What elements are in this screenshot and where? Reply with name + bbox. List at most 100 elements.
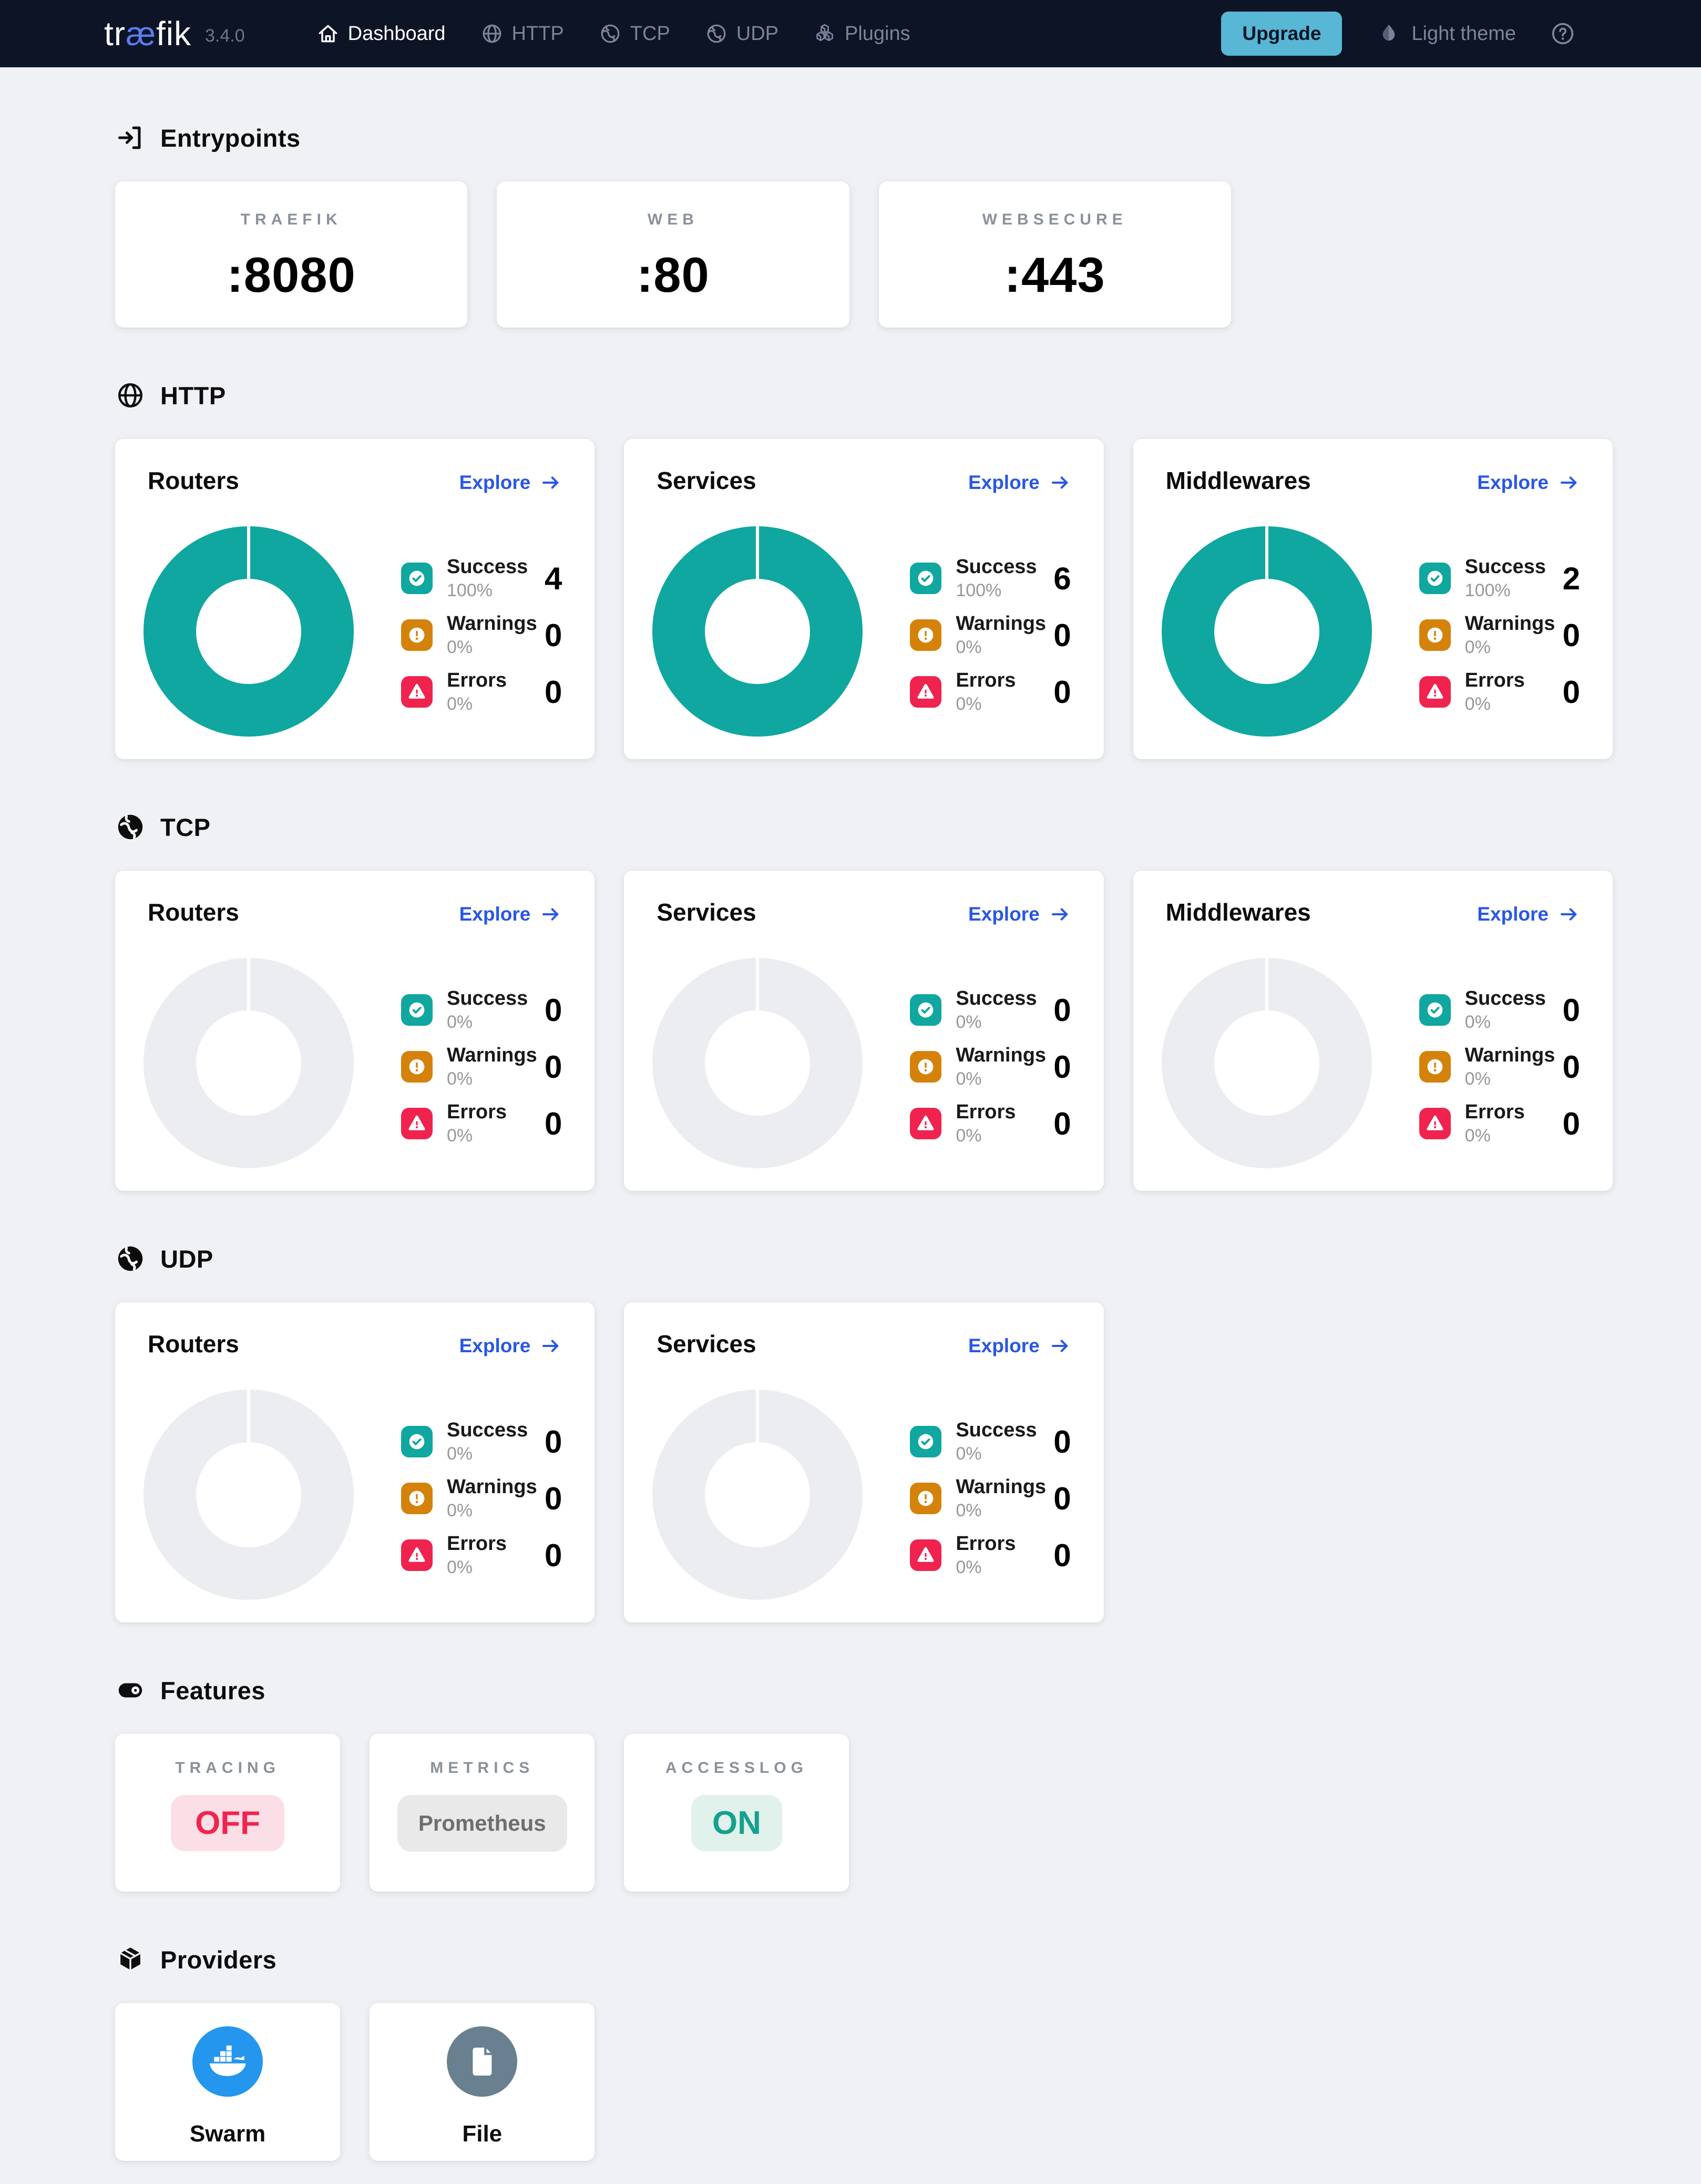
arrow-right-icon [1049,903,1071,925]
stat-warnings: Warnings 0% 0 [401,613,562,658]
warning-icon [401,1483,433,1514]
entrypoint-card-traefik: TRAEFIK :8080 [115,181,468,328]
warning-icon [910,1051,942,1083]
proxy-icon [115,1243,146,1274]
card-title: Middlewares [1165,467,1311,494]
help-button[interactable] [1550,21,1576,47]
status-donut-chart [144,526,354,737]
explore-link[interactable]: Explore [1477,472,1580,494]
udp-heading: UDP [115,1243,1613,1274]
arrow-right-icon [1558,472,1580,494]
success-icon [1419,563,1451,594]
error-icon [1419,1108,1451,1139]
nav-item-tcp[interactable]: TCP [599,22,670,45]
explore-link[interactable]: Explore [459,1335,562,1357]
error-icon [910,676,942,708]
success-icon [910,1426,942,1457]
status-donut-chart [652,1390,863,1600]
card-title: Services [657,467,756,494]
tcp-middlewares-card: Middlewares Explore Success 0% 0 Warning [1133,871,1613,1191]
explore-link[interactable]: Explore [968,472,1071,494]
stat-value: 6 [1053,560,1071,596]
globe-icon [480,22,504,45]
nav-item-http[interactable]: HTTP [480,22,564,45]
stat-value: 0 [1053,1106,1071,1141]
warning-icon [1419,619,1451,651]
stat-warnings: Warnings 0% 0 [910,1476,1071,1521]
warning-icon [910,619,942,651]
section-title: UDP [160,1244,213,1273]
stat-success: Success 100% 6 [910,556,1071,601]
section-title: Features [160,1676,265,1705]
section-features: Features TRACING OFF METRICS Prometheus … [115,1675,1613,1892]
stat-value: 0 [1562,992,1580,1028]
stat-errors: Errors 0% 0 [910,1101,1071,1146]
stat-value: 0 [1562,674,1580,710]
proxy-icon [705,22,728,45]
nav-item-label: UDP [736,22,778,45]
feature-status-badge: Prometheus [397,1795,567,1852]
provider-card-file: File [370,2003,595,2161]
explore-link[interactable]: Explore [459,903,562,925]
success-icon [401,563,433,594]
error-icon [401,676,433,708]
plugins-icon [813,22,836,45]
warning-icon [910,1483,942,1514]
feature-name: ACCESSLOG [665,1759,808,1777]
stat-value: 0 [544,1537,562,1573]
upgrade-button[interactable]: Upgrade [1221,12,1343,56]
version-label: 3.4.0 [205,25,245,46]
nav-item-label: Plugins [844,22,910,45]
status-donut-chart [144,958,354,1168]
section-title: Providers [160,1945,277,1974]
entrypoint-card-websecure: WEBSECURE :443 [878,181,1231,328]
features-heading: Features [115,1675,1613,1706]
stat-value: 0 [1562,1106,1580,1141]
stat-value: 0 [544,1106,562,1141]
traefik-logo[interactable]: træfik [104,14,191,53]
success-icon [910,994,942,1026]
help-icon [1550,21,1576,47]
stat-value: 0 [544,617,562,653]
proxy-icon [115,812,146,842]
explore-link[interactable]: Explore [968,1335,1071,1357]
feature-name: TRACING [175,1759,280,1777]
logo-ae: æ [126,15,156,53]
stat-value: 2 [1562,560,1580,596]
section-udp: UDP Routers Explore Success 0% 0 [115,1243,1613,1622]
section-http: HTTP Routers Explore Success 100% 4 [115,380,1613,759]
explore-link[interactable]: Explore [968,903,1071,925]
nav-item-udp[interactable]: UDP [705,22,778,45]
tcp-heading: TCP [115,812,1613,842]
error-icon [910,1539,942,1571]
http-heading: HTTP [115,380,1613,411]
home-icon [316,22,340,45]
udp-services-card: Services Explore Success 0% 0 Warnings 0% [624,1302,1104,1622]
navbar-actions: Upgrade Light theme [1221,12,1576,56]
stat-success: Success 0% 0 [910,1419,1071,1464]
stat-errors: Errors 0% 0 [401,669,562,715]
card-title: Routers [148,899,239,926]
stat-errors: Errors 0% 0 [910,669,1071,715]
stat-value: 0 [1562,617,1580,653]
stat-value: 0 [1053,617,1071,653]
http-routers-card: Routers Explore Success 100% 4 Warnings 0 [115,439,595,759]
explore-link[interactable]: Explore [1477,903,1580,925]
theme-toggle[interactable]: Light theme [1377,22,1516,46]
success-icon [401,1426,433,1457]
top-navbar: træfik 3.4.0 Dashboard HTTP TCP UDP Plug… [0,0,1701,67]
dashboard-main: Entrypoints TRAEFIK :8080 WEB :80 WEBSEC… [115,123,1613,2184]
success-icon [1419,994,1451,1026]
nav-item-label: HTTP [511,22,564,45]
status-donut-chart [1161,526,1372,737]
stat-value: 0 [1053,1537,1071,1573]
card-title: Middlewares [1165,899,1311,926]
nav-item-dashboard[interactable]: Dashboard [316,22,446,45]
explore-link[interactable]: Explore [459,472,562,494]
stat-errors: Errors 0% 0 [1419,1101,1580,1146]
card-title: Services [657,899,756,926]
success-icon [910,563,942,594]
stat-warnings: Warnings 0% 0 [910,613,1071,658]
entrypoint-name: WEB [647,211,699,228]
nav-item-plugins[interactable]: Plugins [813,22,910,45]
